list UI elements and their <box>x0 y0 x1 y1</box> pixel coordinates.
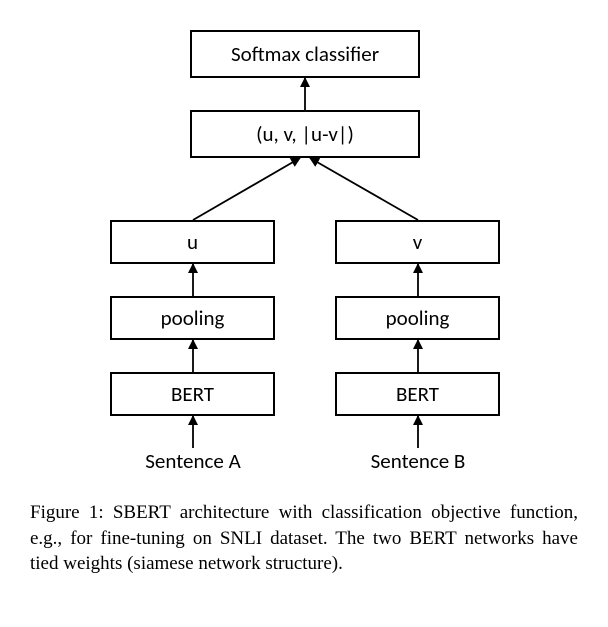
node-bert-a: BERT <box>110 372 275 416</box>
diagram-canvas: { "figure": { "type": "flowchart", "back… <box>0 0 608 627</box>
node-softmax: Softmax classifier <box>190 30 420 78</box>
node-pooling-a: pooling <box>110 296 275 340</box>
label-sentence-b: Sentence B <box>371 448 466 474</box>
node-bert-b: BERT <box>335 372 500 416</box>
node-v: v <box>335 220 500 264</box>
node-concat-label: (u, v, |u-v|) <box>256 121 354 147</box>
figure-caption: Figure 1: SBERT architecture with classi… <box>30 500 578 577</box>
node-pooling-b-label: pooling <box>386 305 450 331</box>
node-softmax-label: Softmax classifier <box>231 41 379 67</box>
node-pooling-a-label: pooling <box>161 305 225 331</box>
node-u-label: u <box>187 229 198 255</box>
node-concat: (u, v, |u-v|) <box>190 110 420 158</box>
node-v-label: v <box>413 229 423 255</box>
node-pooling-b: pooling <box>335 296 500 340</box>
node-u: u <box>110 220 275 264</box>
node-bert-b-label: BERT <box>396 381 439 407</box>
node-bert-a-label: BERT <box>171 381 214 407</box>
label-sentence-a: Sentence A <box>145 448 240 474</box>
